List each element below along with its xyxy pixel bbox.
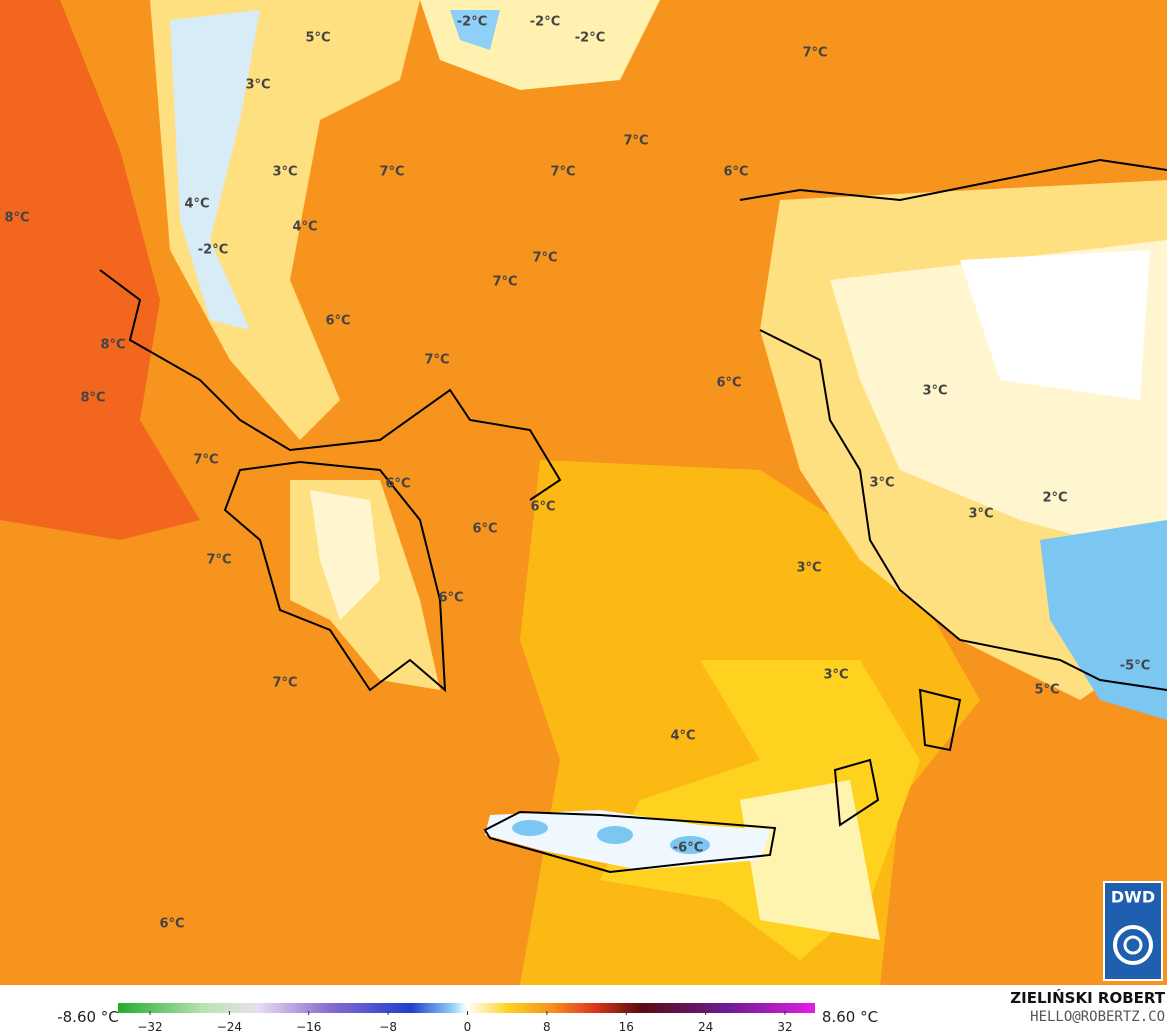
colorbar-min-label: -8.60 °C bbox=[57, 1008, 119, 1026]
colorbar-tick-label: −24 bbox=[217, 1020, 242, 1034]
credit-name: ZIELIŃSKI ROBERT bbox=[1010, 988, 1165, 1007]
colorbar-tick-label: 24 bbox=[698, 1020, 713, 1034]
temperature-label: 6°C bbox=[472, 522, 497, 537]
logo-text: DWD bbox=[1111, 888, 1155, 907]
temperature-label: 3°C bbox=[245, 78, 270, 93]
coastlines bbox=[99, 158, 1167, 874]
temperature-label: 5°C bbox=[305, 31, 330, 46]
temperature-label: 7°C bbox=[492, 275, 517, 290]
temperature-label: 7°C bbox=[206, 553, 231, 568]
temperature-label: -5°C bbox=[1120, 659, 1150, 674]
colorbar-tick-label: 32 bbox=[777, 1020, 792, 1034]
colorbar-tick-label: 8 bbox=[543, 1020, 551, 1034]
temperature-label: 2°C bbox=[1042, 491, 1067, 506]
temperature-label: 5°C bbox=[1034, 683, 1059, 698]
temperature-label: 4°C bbox=[292, 220, 317, 235]
temperature-label: 8°C bbox=[4, 211, 29, 226]
colorbar-tick-label: −8 bbox=[379, 1020, 397, 1034]
map-fill bbox=[0, 0, 1167, 985]
temperature-label: 3°C bbox=[922, 384, 947, 399]
temperature-label: 6°C bbox=[438, 591, 463, 606]
temperature-label: 6°C bbox=[385, 477, 410, 492]
temperature-label: 6°C bbox=[159, 917, 184, 932]
temperature-label: 3°C bbox=[796, 561, 821, 576]
temperature-label: 7°C bbox=[272, 676, 297, 691]
temperature-label: 3°C bbox=[869, 476, 894, 491]
temperature-label: -6°C bbox=[673, 841, 703, 856]
credit-email: HELLO@ROBERTZ.CO bbox=[1030, 1009, 1165, 1025]
colorbar-tick-label: 0 bbox=[464, 1020, 472, 1034]
temperature-label: 4°C bbox=[670, 729, 695, 744]
temperature-label: 3°C bbox=[272, 165, 297, 180]
colorbar-tick-label: −16 bbox=[296, 1020, 321, 1034]
colorbar bbox=[118, 1003, 815, 1013]
temperature-label: 8°C bbox=[100, 338, 125, 353]
colorbar-tick-label: 16 bbox=[619, 1020, 634, 1034]
temperature-label: 8°C bbox=[80, 391, 105, 406]
temperature-label: -2°C bbox=[530, 15, 560, 30]
temperature-label: 7°C bbox=[193, 453, 218, 468]
temperature-label: -2°C bbox=[198, 243, 228, 258]
temperature-label: 7°C bbox=[802, 46, 827, 61]
temperature-label: 6°C bbox=[325, 314, 350, 329]
colorbar-max-label: 8.60 °C bbox=[822, 1008, 878, 1026]
temperature-label: 7°C bbox=[532, 251, 557, 266]
temperature-label: 3°C bbox=[968, 507, 993, 522]
colorbar-tick-label: −32 bbox=[137, 1020, 162, 1034]
temperature-label: 6°C bbox=[716, 376, 741, 391]
temperature-label: -2°C bbox=[457, 15, 487, 30]
temperature-label: 4°C bbox=[184, 197, 209, 212]
temperature-label: 6°C bbox=[723, 165, 748, 180]
dwd-logo: DWD bbox=[1103, 881, 1163, 981]
temperature-label: 7°C bbox=[550, 165, 575, 180]
temperature-label: 3°C bbox=[823, 668, 848, 683]
temperature-label: 7°C bbox=[424, 353, 449, 368]
temperature-label: -2°C bbox=[575, 31, 605, 46]
temperature-label: 7°C bbox=[379, 165, 404, 180]
temperature-label: 6°C bbox=[530, 500, 555, 515]
temperature-label: 7°C bbox=[623, 134, 648, 149]
